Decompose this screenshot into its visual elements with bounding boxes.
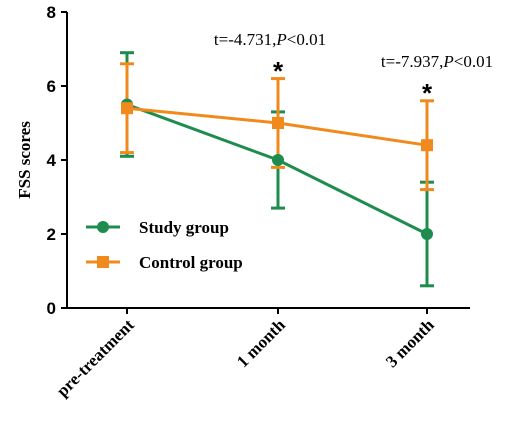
legend-item: Study group <box>86 218 229 237</box>
y-tick-label: 0 <box>47 299 56 318</box>
significance-star: * <box>273 56 284 86</box>
x-tick-label: pre-treatment <box>53 315 138 400</box>
data-point <box>421 228 433 240</box>
y-tick-label: 8 <box>47 3 56 22</box>
y-axis-title: FSS scores <box>15 121 34 199</box>
data-point <box>421 139 433 152</box>
data-point <box>272 117 284 129</box>
y-tick-label: 4 <box>47 151 57 170</box>
series-layer <box>120 51 434 288</box>
significance-label: t=-4.731,P<0.01 <box>214 30 326 49</box>
legend-marker <box>97 256 109 268</box>
y-tick-label: 6 <box>47 77 56 96</box>
data-point <box>121 102 133 115</box>
annotations: t=-4.731,P<0.01 * t=-7.937,P<0.01 * <box>214 30 493 108</box>
legend-label: Control group <box>139 253 243 272</box>
legend: Study group Control group <box>86 218 243 272</box>
y-tick-label: 2 <box>47 225 56 244</box>
legend-item: Control group <box>86 253 243 272</box>
legend-label: Study group <box>139 218 229 237</box>
significance-label: t=-7.937,P<0.01 <box>381 52 493 71</box>
x-tick-label: 1 month <box>233 315 289 371</box>
significance-star: * <box>422 78 433 108</box>
x-tick-label: 3 month <box>382 315 438 371</box>
legend-marker <box>97 221 109 233</box>
series-line-control-group <box>121 102 433 152</box>
data-point <box>272 154 284 166</box>
